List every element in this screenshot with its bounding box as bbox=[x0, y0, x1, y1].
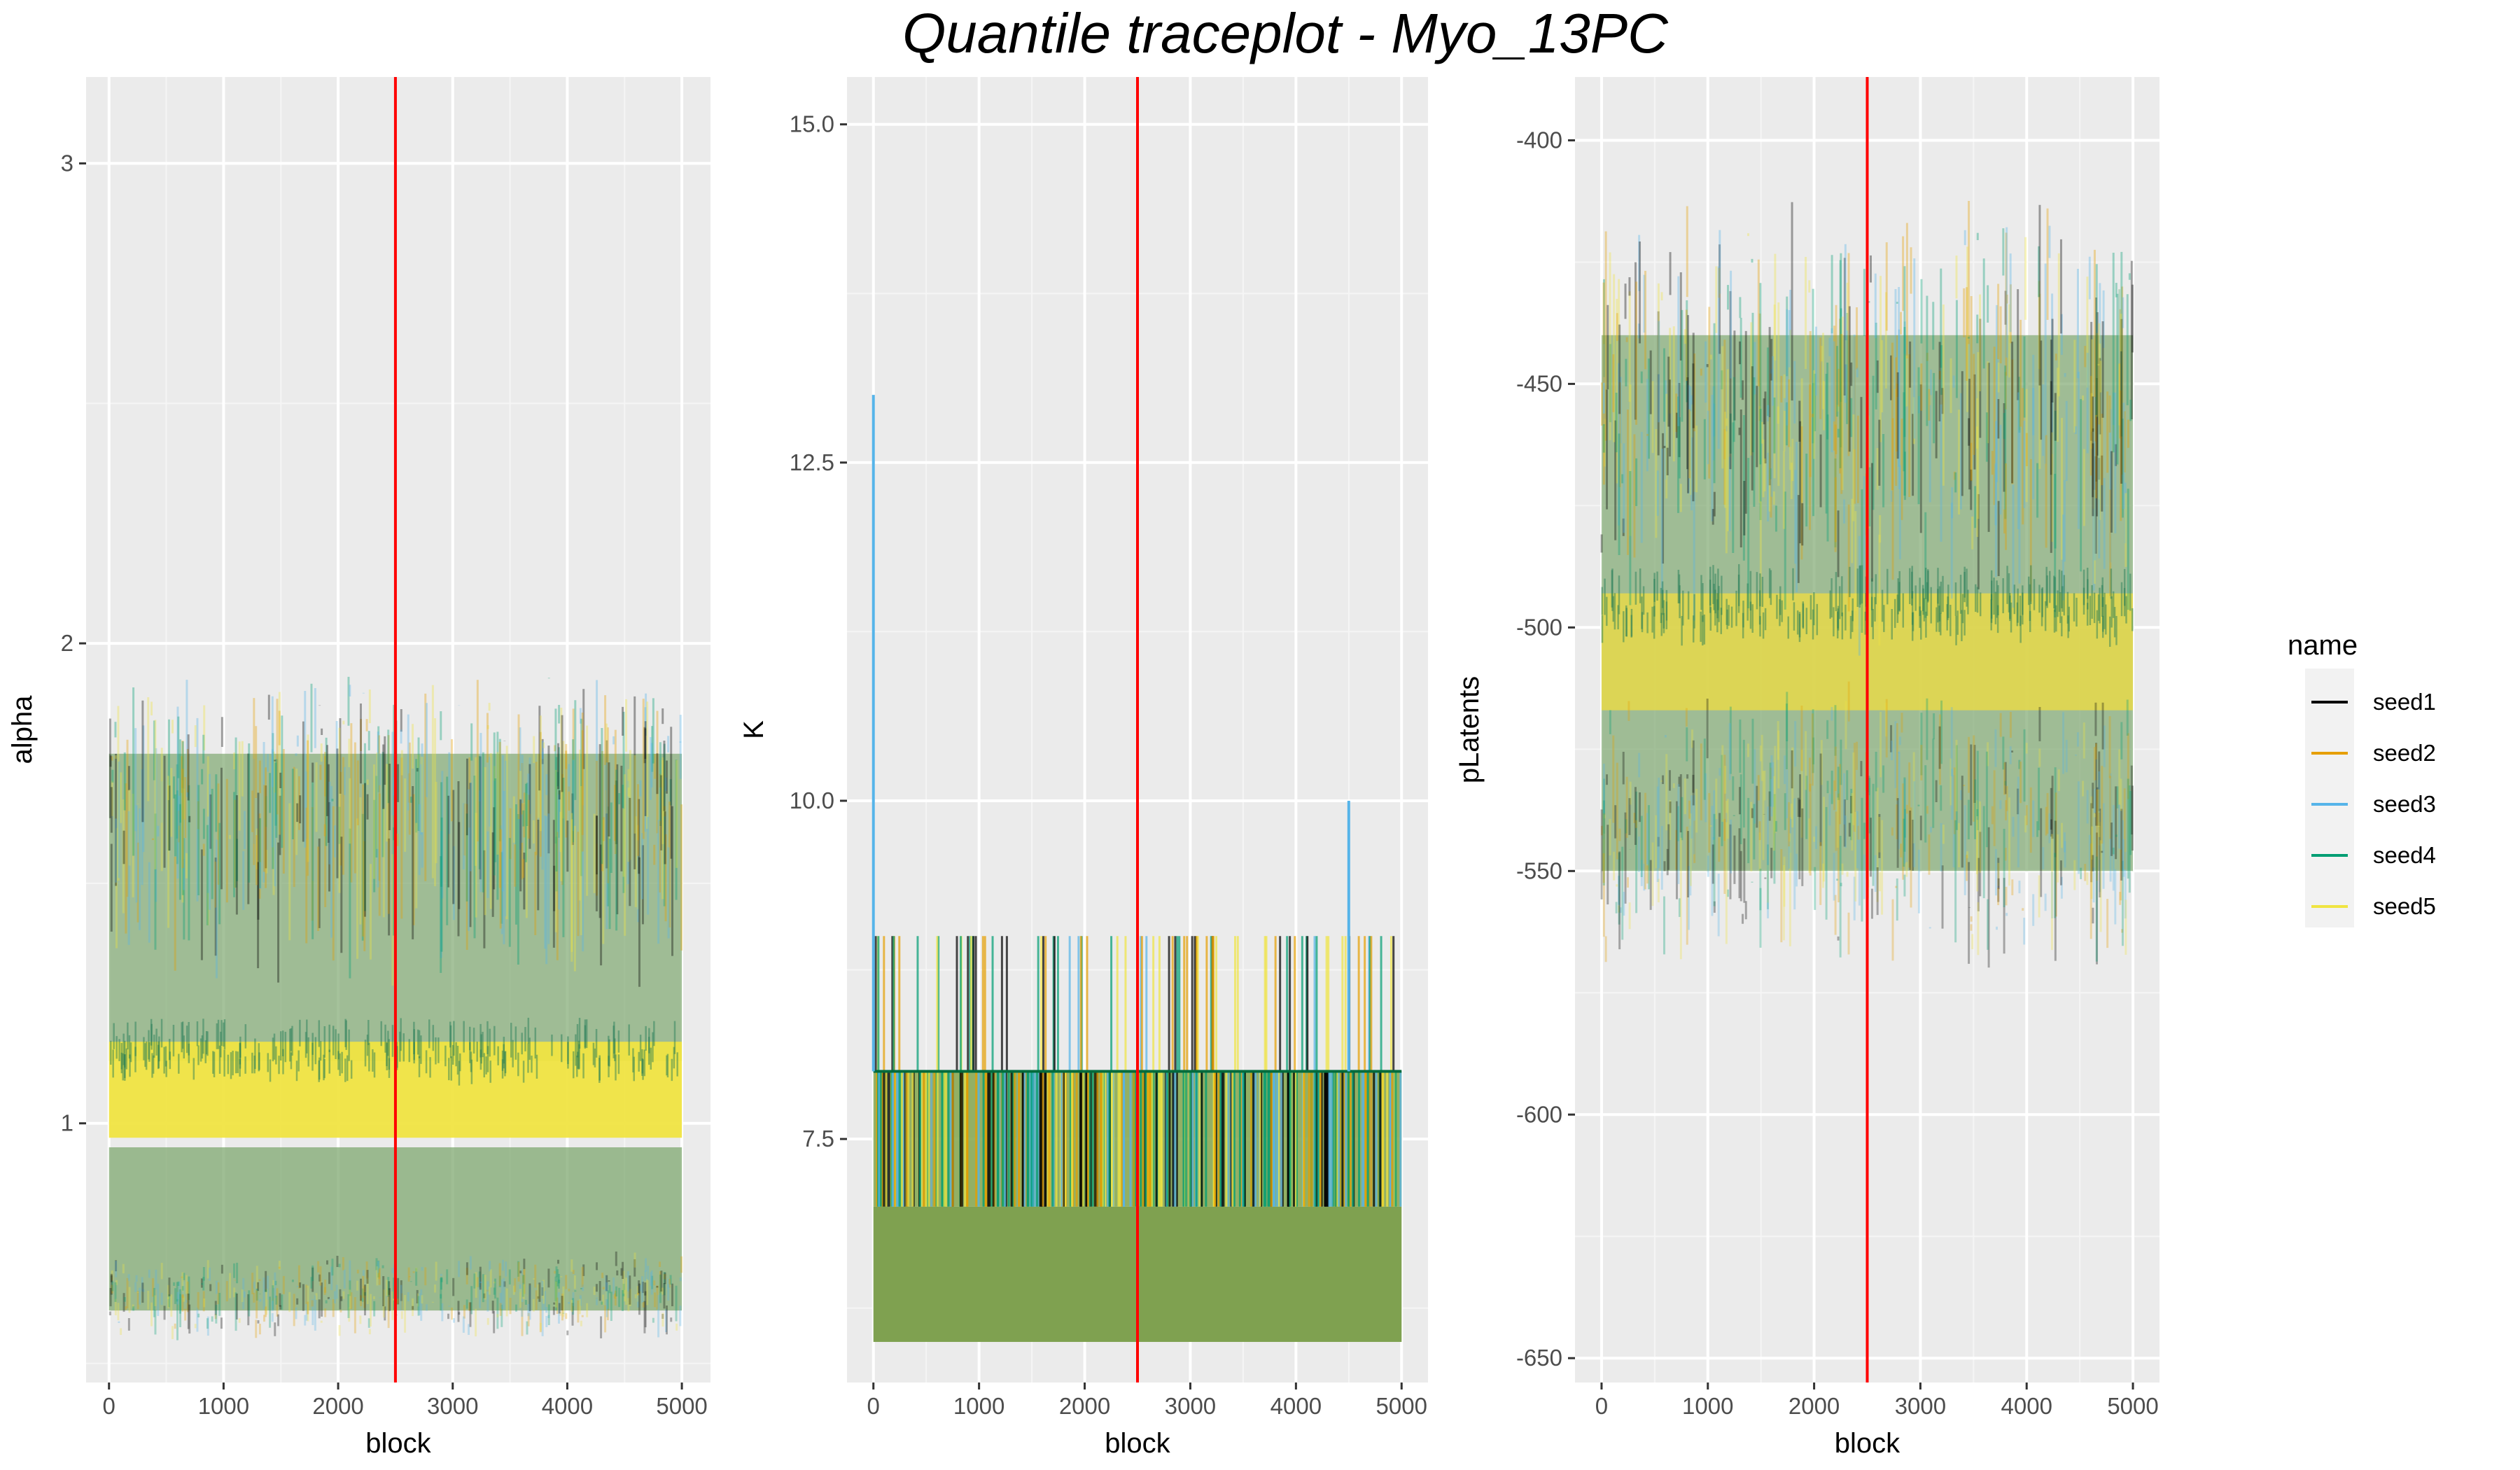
x-axis-label: block bbox=[1105, 1428, 1170, 1459]
figure-title: Quantile traceplot - Myo_13PC bbox=[902, 2, 1669, 64]
legend: name seed1 seed2 seed3 seed4 seed5 bbox=[2288, 630, 2436, 927]
x-tick-label: 4000 bbox=[2001, 1393, 2052, 1419]
y-tick-label: 7.5 bbox=[802, 1126, 834, 1152]
x-tick-label: 3000 bbox=[427, 1393, 478, 1419]
y-tick-label: -600 bbox=[1516, 1101, 1562, 1127]
x-tick-label: 2000 bbox=[1059, 1393, 1110, 1419]
x-tick-label: 3000 bbox=[1895, 1393, 1946, 1419]
legend-title: name bbox=[2288, 630, 2358, 661]
legend-key-background bbox=[2305, 668, 2354, 927]
y-tick-label: 3 bbox=[61, 150, 74, 176]
panel-platents: 0 1000 2000 3000 4000 5000 -650 -600 -550 -500 -45… bbox=[1454, 77, 2160, 1459]
y-axis-label: K bbox=[738, 720, 769, 739]
legend-label-seed4: seed4 bbox=[2373, 842, 2436, 868]
legend-label-seed1: seed1 bbox=[2373, 689, 2436, 715]
y-tick-label: 12.5 bbox=[790, 449, 834, 475]
x-tick-label: 4000 bbox=[1270, 1393, 1322, 1419]
x-tick-label: 1000 bbox=[1682, 1393, 1733, 1419]
x-tick-label: 4000 bbox=[542, 1393, 593, 1419]
x-tick-label: 2000 bbox=[312, 1393, 363, 1419]
y-tick-label: 1 bbox=[61, 1110, 74, 1136]
panel-k: 0 1000 2000 3000 4000 5000 7.5 10.0 12.5 15.0 bloc… bbox=[738, 77, 1428, 1459]
x-axis-label: block bbox=[365, 1428, 431, 1459]
x-tick-label: 3000 bbox=[1165, 1393, 1216, 1419]
x-tick-label: 5000 bbox=[656, 1393, 707, 1419]
y-tick-label: -400 bbox=[1516, 127, 1562, 153]
x-tick-label: 5000 bbox=[1376, 1393, 1427, 1419]
legend-label-seed5: seed5 bbox=[2373, 893, 2436, 919]
y-tick-label: -500 bbox=[1516, 614, 1562, 640]
y-tick-label: -650 bbox=[1516, 1345, 1562, 1371]
x-tick-label: 0 bbox=[1595, 1393, 1608, 1419]
x-tick-label: 0 bbox=[103, 1393, 115, 1419]
x-tick-label: 1000 bbox=[953, 1393, 1004, 1419]
legend-label-seed3: seed3 bbox=[2373, 791, 2436, 817]
y-axis-label: pLatents bbox=[1454, 676, 1485, 783]
legend-label-seed2: seed2 bbox=[2373, 740, 2436, 766]
y-tick-label: 10.0 bbox=[790, 788, 834, 813]
y-tick-label: 15.0 bbox=[790, 111, 834, 137]
x-tick-label: 2000 bbox=[1788, 1393, 1840, 1419]
y-axis-label: alpha bbox=[7, 695, 38, 764]
y-tick-label: -450 bbox=[1516, 370, 1562, 396]
x-axis-label: block bbox=[1835, 1428, 1900, 1459]
x-tick-label: 1000 bbox=[198, 1393, 249, 1419]
y-tick-label: 2 bbox=[61, 630, 74, 656]
panel-alpha: 0 1000 2000 3000 4000 5000 1 2 3 block alpha bbox=[7, 77, 710, 1459]
y-tick-label: -550 bbox=[1516, 858, 1562, 883]
x-tick-label: 0 bbox=[867, 1393, 880, 1419]
x-tick-label: 5000 bbox=[2107, 1393, 2158, 1419]
